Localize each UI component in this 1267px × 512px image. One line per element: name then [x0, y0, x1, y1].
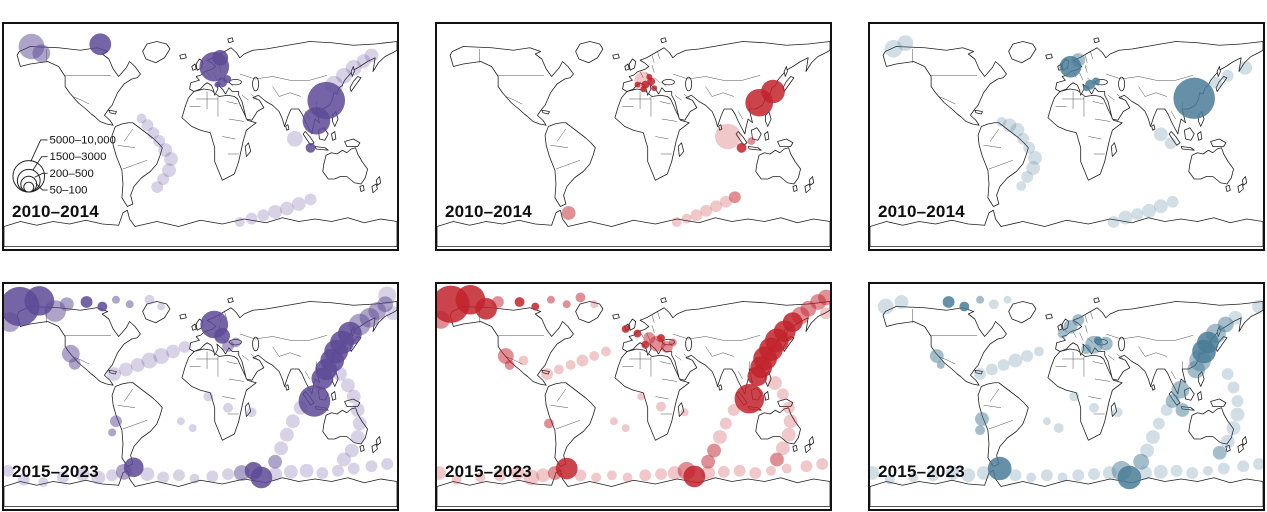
period-label: 2010–2014: [12, 202, 99, 221]
bubble-layer: [561, 71, 785, 227]
map-panel-purple-2015-2023: 2015–2023: [2, 282, 399, 511]
legend-label-3: 200–500: [50, 168, 94, 180]
panel-grid: 5000–10,000 1500–3000 200–500 50–100 201…: [2, 22, 1267, 511]
legend-circle-small: [23, 181, 35, 193]
period-label: 2010–2014: [445, 202, 532, 221]
legend-leader-line: [30, 139, 48, 162]
bubble-layer: [4, 286, 397, 489]
map-panel-blue-2015-2023: 2015–2023: [868, 282, 1265, 511]
period-label: 2015–2023: [12, 462, 99, 481]
world-map: [870, 295, 1263, 507]
size-legend: 5000–10,000 1500–3000 200–500 50–100: [12, 134, 116, 197]
bubble-layer: [437, 284, 830, 488]
legend-leader-line: [35, 182, 48, 191]
legend-leader-line: [34, 172, 48, 178]
period-label: 2010–2014: [878, 202, 965, 221]
map-panel-red-2010-2014: 2010–2014: [435, 22, 832, 251]
bubble-layer: [884, 35, 1253, 228]
period-label: 2015–2023: [445, 462, 532, 481]
map-panel-red-2015-2023: 2015–2023: [435, 282, 832, 511]
bubble-layer: [18, 33, 379, 227]
legend-label-1: 5000–10,000: [50, 134, 116, 146]
world-map: [870, 35, 1263, 247]
period-label: 2015–2023: [878, 462, 965, 481]
world-map: [4, 286, 397, 507]
world-map: 5000–10,000 1500–3000 200–500 50–100: [4, 33, 397, 247]
legend-label-2: 1500–3000: [50, 151, 107, 163]
legend-leader-line: [32, 156, 48, 171]
bubble-layer: [870, 295, 1263, 490]
map-panel-purple-2010-2014: 5000–10,000 1500–3000 200–500 50–100 201…: [2, 22, 399, 251]
world-map: [437, 284, 830, 507]
legend-label-4: 50–100: [50, 185, 88, 197]
world-map: [437, 37, 830, 247]
map-panel-blue-2010-2014: 2010–2014: [868, 22, 1265, 251]
